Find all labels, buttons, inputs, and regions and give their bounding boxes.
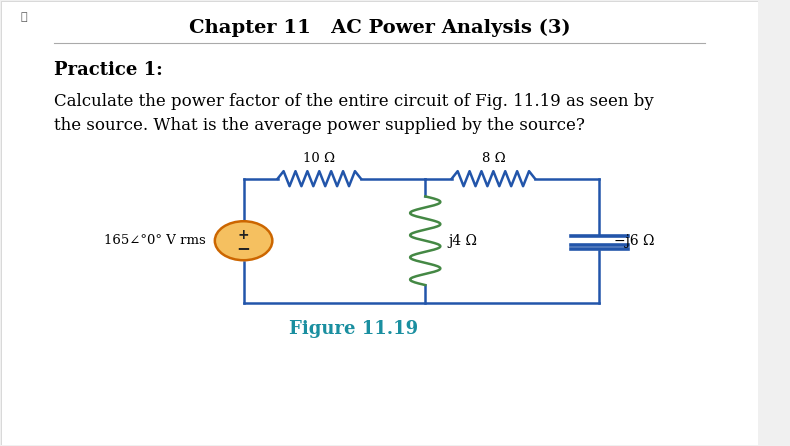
Ellipse shape xyxy=(215,221,273,260)
Text: 10 Ω: 10 Ω xyxy=(303,153,335,165)
Text: Practice 1:: Practice 1: xyxy=(55,61,163,79)
Text: +: + xyxy=(238,227,250,242)
Text: Calculate the power factor of the entire circuit of Fig. 11.19 as seen by: Calculate the power factor of the entire… xyxy=(55,93,654,110)
Text: −j6 Ω: −j6 Ω xyxy=(615,234,655,248)
Text: Chapter 11   AC Power Analysis (3): Chapter 11 AC Power Analysis (3) xyxy=(189,19,570,37)
Text: Figure 11.19: Figure 11.19 xyxy=(289,320,418,339)
FancyBboxPatch shape xyxy=(2,1,758,445)
Text: the source. What is the average power supplied by the source?: the source. What is the average power su… xyxy=(55,117,585,134)
Text: j4 Ω: j4 Ω xyxy=(448,234,477,248)
Text: 165∠°0° V rms: 165∠°0° V rms xyxy=(104,234,205,247)
Text: 8 Ω: 8 Ω xyxy=(482,153,505,165)
Text: 📄: 📄 xyxy=(21,12,27,22)
Text: −: − xyxy=(237,239,250,257)
